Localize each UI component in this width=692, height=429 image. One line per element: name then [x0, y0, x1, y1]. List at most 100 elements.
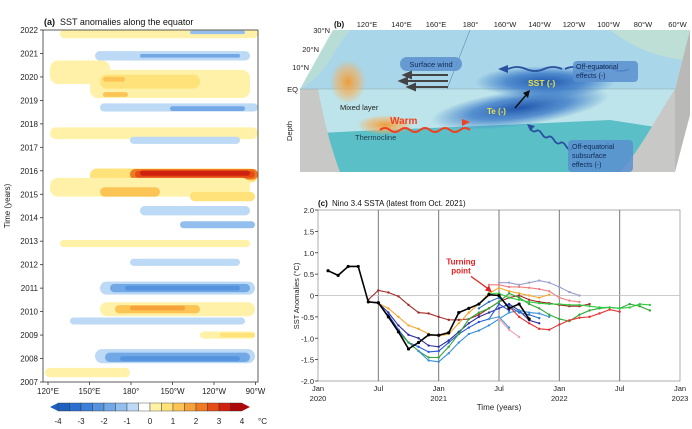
series-point — [538, 296, 541, 299]
series-point — [427, 312, 430, 315]
panel-a-ytick-label: 2021 — [20, 49, 38, 58]
series-point — [497, 300, 501, 304]
series-point — [628, 302, 631, 306]
series-point — [497, 281, 501, 284]
series-point — [407, 324, 410, 327]
series-point — [598, 306, 601, 309]
series-point — [507, 328, 511, 331]
series-point — [548, 293, 551, 296]
anomaly-contour — [45, 367, 130, 378]
panel-a-xtick-label: 120°E — [37, 387, 59, 396]
panel-c-xtick-year: 2021 — [430, 394, 447, 403]
series-point — [588, 304, 591, 308]
panel-a-xtick-label: 150°W — [160, 387, 185, 396]
series-point — [346, 264, 350, 269]
series-point — [538, 322, 541, 325]
series-fc-h — [497, 279, 581, 297]
series-point — [497, 315, 501, 319]
anomaly-contour — [140, 206, 250, 216]
turning-point-line2: point — [451, 266, 471, 275]
panel-c-xtick-year: 2022 — [551, 394, 568, 403]
series-point — [507, 302, 511, 306]
series-point — [507, 285, 511, 289]
series-point — [517, 283, 521, 287]
series-point — [548, 302, 551, 306]
colorbar-tick-label: -4 — [54, 417, 62, 426]
panel-a-ytick-label: 2016 — [20, 167, 38, 176]
anomaly-contour — [130, 305, 185, 311]
box-side — [675, 30, 690, 172]
colorbar-cell — [149, 402, 162, 412]
panel-a-ytick-label: 2012 — [20, 261, 38, 270]
anomaly-contour — [60, 240, 250, 248]
lon-label: 140°W — [528, 20, 552, 29]
panel-c-ytick-label: 0.5 — [304, 270, 314, 279]
lon-label: 120°E — [357, 20, 378, 29]
series-point — [538, 327, 541, 331]
series-point — [497, 293, 501, 298]
series-point — [507, 311, 511, 314]
series-point — [578, 316, 581, 319]
series-point — [588, 315, 591, 319]
off-eq-surface-box — [573, 61, 638, 82]
off-eq-surface-line2: effects (-) — [576, 73, 605, 80]
anomaly-contour — [130, 136, 240, 144]
panel-a-ytick-label: 2015 — [20, 190, 38, 199]
panel-a-ytick-label: 2018 — [20, 120, 38, 129]
series-point — [407, 333, 410, 337]
panel-b-tag: (b) — [334, 20, 345, 29]
panel-c: (c) Nino 3.4 SSTA (latest from Oct. 2021… — [292, 199, 688, 412]
panel-c-xtick-label: Jan — [674, 384, 686, 393]
series-point — [467, 332, 471, 336]
turning-point-annotation: Turning point — [446, 257, 492, 293]
series-point — [558, 317, 561, 321]
lat-label: 10°N — [292, 63, 309, 72]
series-point — [417, 327, 420, 331]
series-point — [517, 302, 521, 306]
series-point — [457, 311, 461, 315]
series-fc-l — [497, 317, 521, 339]
panel-c-ytick-label: -1.5 — [301, 356, 314, 365]
series-point — [376, 301, 380, 305]
series-point — [447, 341, 450, 344]
panel-c-xlabel: Time (years) — [477, 403, 522, 412]
series-point — [467, 311, 471, 314]
series-point — [487, 300, 491, 304]
off-eq-surface-line1: Off-equatorial — [576, 64, 619, 71]
panel-a-ytick-label: 2022 — [20, 26, 38, 35]
anomaly-contour — [103, 92, 128, 97]
anomaly-contour — [180, 221, 255, 229]
series-point — [477, 320, 481, 324]
colorbar-tick-label: 0 — [148, 417, 153, 426]
panel-a-ytick-label: 2014 — [20, 214, 38, 223]
series-point — [608, 308, 611, 311]
colorbar-cell — [69, 402, 82, 412]
anomaly-contour — [103, 76, 125, 82]
sst-arrow-head — [498, 65, 508, 73]
panel-c-xtick-label: Jul — [615, 384, 625, 393]
series-point — [558, 323, 561, 326]
colorbar-cell — [184, 402, 197, 412]
series-point — [538, 287, 541, 291]
series-point — [618, 307, 621, 310]
series-point — [377, 289, 380, 292]
series-point — [638, 304, 641, 308]
series-point — [548, 315, 551, 319]
series-point — [538, 279, 541, 282]
series-point — [477, 307, 481, 310]
lon-label: 160°E — [426, 20, 447, 29]
series-point — [437, 356, 440, 359]
series-point — [497, 302, 501, 306]
series-line — [508, 305, 620, 331]
panel-a-xtick-label: 120°W — [202, 387, 227, 396]
panel-c-xtick-label: Jul — [374, 384, 384, 393]
series-point — [437, 349, 440, 353]
series-point — [527, 300, 531, 304]
series-point — [558, 296, 561, 299]
panel-a-ytick-label: 2009 — [20, 331, 38, 340]
anomaly-contour — [190, 30, 245, 35]
colorbar-tick-label: -1 — [123, 417, 131, 426]
series-point — [427, 344, 430, 347]
series-point — [457, 318, 460, 322]
series-point — [568, 303, 571, 307]
